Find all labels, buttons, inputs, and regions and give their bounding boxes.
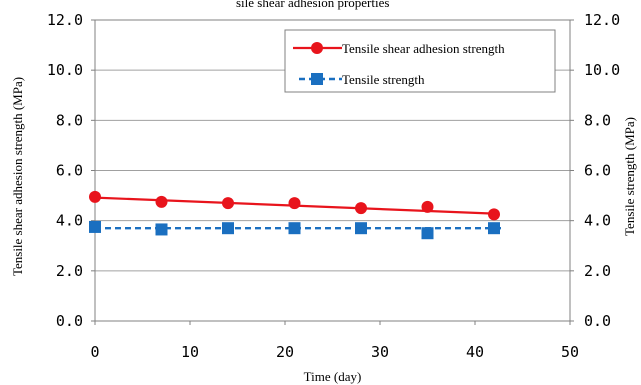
series-0-point-1 <box>155 195 168 208</box>
series-1-point-6 <box>488 222 500 235</box>
y2-axis-ticks: 0.0 2.0 4.0 6.0 8.0 10.0 12.0 <box>570 11 620 330</box>
y-tick-label-3: 6.0 <box>56 162 83 180</box>
y-axis-ticks: 0.0 2.0 4.0 6.0 8.0 10.0 12.0 <box>47 11 95 330</box>
legend-marker-tensile-shear <box>311 42 323 54</box>
y2-tick-label-6: 12.0 <box>584 11 620 29</box>
x-tick-label-0: 0 <box>90 343 99 361</box>
y2-tick-label-2: 4.0 <box>584 212 611 230</box>
legend-marker-tensile-strength <box>311 73 323 85</box>
x-tick-label-5: 50 <box>561 343 579 361</box>
legend-label-tensile-strength: Tensile strength <box>342 72 425 87</box>
series-layer <box>89 190 504 240</box>
y2-tick-label-0: 0.0 <box>584 312 611 330</box>
legend: Tensile shear adhesion strength Tensile … <box>284 29 556 93</box>
y-tick-label-1: 2.0 <box>56 262 83 280</box>
y-tick-label-5: 10.0 <box>47 61 83 79</box>
series-0-point-4 <box>355 202 367 215</box>
series-1-point-1 <box>155 223 168 236</box>
series-1-point-3 <box>288 222 301 235</box>
series-0-point-5 <box>421 200 434 213</box>
series-0-point-3 <box>288 197 301 210</box>
y2-tick-label-1: 2.0 <box>584 262 611 280</box>
x-tick-label-3: 30 <box>371 343 389 361</box>
y2-axis-title: Tensile strength (MPa) <box>622 117 637 236</box>
y-axis-title: Tensile shear adhesion strength (MPa) <box>10 77 25 276</box>
series-1 <box>89 220 504 240</box>
x-tick-label-4: 40 <box>466 343 484 361</box>
series-1-point-0 <box>89 220 101 233</box>
series-1-point-4 <box>355 222 367 235</box>
y-tick-label-0: 0.0 <box>56 312 83 330</box>
y2-tick-label-3: 6.0 <box>584 162 611 180</box>
series-0 <box>89 190 500 221</box>
x-tick-label-1: 10 <box>181 343 199 361</box>
series-1-point-5 <box>421 227 434 240</box>
y-tick-label-4: 8.0 <box>56 111 83 129</box>
legend-label-tensile-shear: Tensile shear adhesion strength <box>342 41 505 56</box>
y-tick-label-2: 4.0 <box>56 212 83 230</box>
top-caption-fragment: sile shear adhesion properties <box>236 0 389 10</box>
y-tick-label-6: 12.0 <box>47 11 83 29</box>
legend-box <box>284 29 556 93</box>
y2-tick-label-4: 8.0 <box>584 111 611 129</box>
series-1-point-2 <box>222 222 234 235</box>
x-axis-title: Time (day) <box>304 369 362 384</box>
x-tick-label-2: 20 <box>276 343 294 361</box>
x-axis-ticks: 0 10 20 30 40 50 <box>90 321 579 361</box>
series-0-point-6 <box>488 208 500 221</box>
series-0-point-2 <box>222 197 234 210</box>
y2-tick-label-5: 10.0 <box>584 61 620 79</box>
series-0-point-0 <box>89 190 101 203</box>
